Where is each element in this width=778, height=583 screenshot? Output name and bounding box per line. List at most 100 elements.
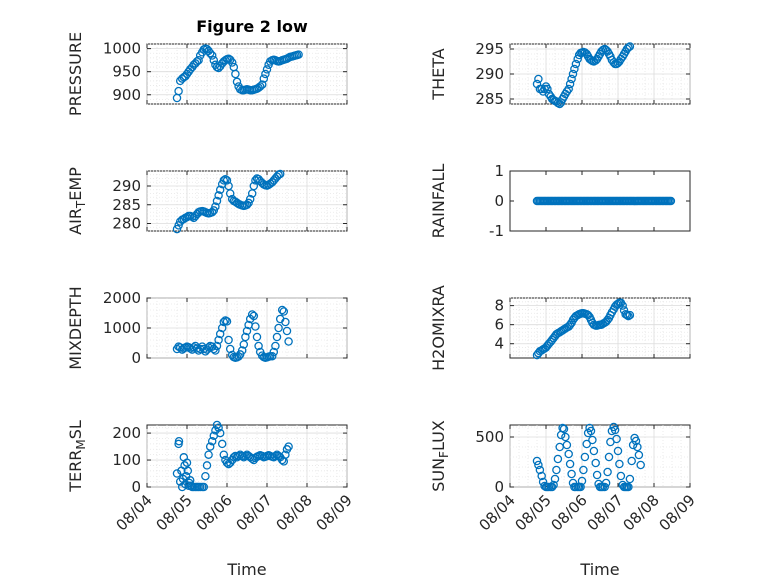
- data-point: [615, 459, 624, 469]
- data-point: [616, 471, 626, 481]
- data-point: [282, 326, 292, 336]
- y-axis-label: H2OMIXRA: [429, 285, 448, 371]
- y-tick-label: 280: [112, 215, 141, 233]
- data-point: [214, 423, 223, 432]
- subplot-second-right: -1 0 1 RAINFALL: [429, 162, 691, 240]
- data-point: [227, 58, 237, 67]
- data-point: [535, 465, 545, 475]
- y-tick-label: -1: [489, 222, 504, 240]
- data-point: [294, 50, 303, 59]
- y-tick-label: 0: [494, 478, 504, 496]
- data-series-bottom-right: [532, 422, 645, 492]
- data-point: [257, 80, 267, 89]
- x-tick-label: 08/06: [548, 491, 591, 534]
- data-point: [207, 436, 217, 446]
- data-point: [217, 439, 227, 449]
- y-axis-label: AIRTEMP: [66, 167, 88, 235]
- data-series-second-right: [532, 196, 676, 206]
- data-point: [201, 471, 210, 481]
- x-tick-label: 08/07: [233, 491, 276, 534]
- data-point: [561, 432, 570, 442]
- subplot-third-left: 0 1000 2000 MIXDEPTH: [66, 286, 348, 370]
- data-point: [565, 459, 575, 469]
- y-tick-label: 1000: [103, 319, 141, 337]
- data-point: [272, 332, 282, 342]
- x-tick-label: 08/08: [273, 491, 316, 534]
- data-point: [237, 346, 247, 355]
- data-point: [612, 59, 621, 69]
- data-point: [618, 301, 627, 310]
- data-point: [214, 335, 223, 345]
- data-point: [588, 435, 597, 445]
- data-point: [625, 310, 635, 320]
- data-point: [559, 424, 569, 434]
- x-tick-label: 08/04: [113, 491, 156, 534]
- data-point: [625, 42, 635, 51]
- y-tick-label: 285: [475, 90, 504, 108]
- data-point: [202, 461, 212, 470]
- data-point: [570, 64, 579, 74]
- x-tick-label: 08/07: [584, 491, 627, 534]
- data-point: [586, 426, 596, 436]
- data-point: [224, 335, 233, 345]
- y-tick-label: 295: [475, 40, 504, 58]
- data-point: [241, 332, 250, 342]
- data-point: [564, 449, 573, 459]
- data-point: [633, 442, 642, 452]
- data-point: [582, 439, 591, 449]
- data-point: [591, 458, 600, 468]
- data-point: [604, 452, 614, 462]
- data-point: [199, 482, 209, 492]
- data-point: [589, 446, 599, 456]
- data-point: [247, 310, 257, 319]
- data-point: [172, 469, 182, 478]
- data-point: [603, 467, 612, 477]
- data-point: [214, 191, 223, 200]
- data-point: [600, 318, 609, 328]
- data-point: [205, 48, 215, 58]
- data-point: [553, 454, 563, 464]
- x-tick-label: 08/04: [476, 491, 519, 534]
- data-point: [612, 434, 621, 444]
- data-point: [567, 469, 576, 479]
- data-point: [205, 442, 215, 451]
- data-point: [274, 323, 283, 333]
- data-series-second-left: [172, 169, 285, 234]
- data-point: [211, 346, 220, 355]
- data-point: [666, 196, 676, 206]
- x-tick-label: 08/05: [153, 491, 196, 534]
- x-tick-label: 08/08: [620, 491, 663, 534]
- data-point: [625, 474, 635, 484]
- data-point: [174, 436, 184, 446]
- data-point: [571, 59, 581, 69]
- data-point: [222, 176, 232, 185]
- data-point: [245, 194, 255, 204]
- y-tick-label: 290: [475, 65, 504, 83]
- data-point: [182, 458, 192, 467]
- data-point: [565, 79, 575, 89]
- data-series-third-right: [532, 298, 635, 360]
- data-point: [549, 480, 558, 490]
- data-point: [257, 451, 267, 461]
- data-point: [217, 323, 227, 333]
- data-point: [261, 69, 270, 79]
- subplot-top-right: 285 290 295 THETA: [429, 40, 691, 109]
- y-tick-label: 8: [494, 297, 504, 315]
- data-point: [249, 181, 259, 191]
- data-point: [215, 185, 225, 195]
- data-point: [212, 196, 222, 206]
- y-axis-label: TERRMSL: [66, 420, 88, 493]
- data-point: [262, 65, 272, 74]
- x-axis-label: Time: [226, 560, 266, 579]
- data-point: [255, 82, 265, 91]
- data-point: [610, 425, 620, 435]
- y-tick-label: 900: [112, 86, 141, 104]
- data-point: [568, 69, 578, 79]
- data-point: [624, 311, 633, 321]
- data-point: [222, 317, 232, 326]
- figure-title: Figure 2 low: [196, 17, 308, 36]
- data-point: [532, 456, 542, 466]
- data-point: [212, 341, 222, 351]
- data-point: [204, 343, 213, 352]
